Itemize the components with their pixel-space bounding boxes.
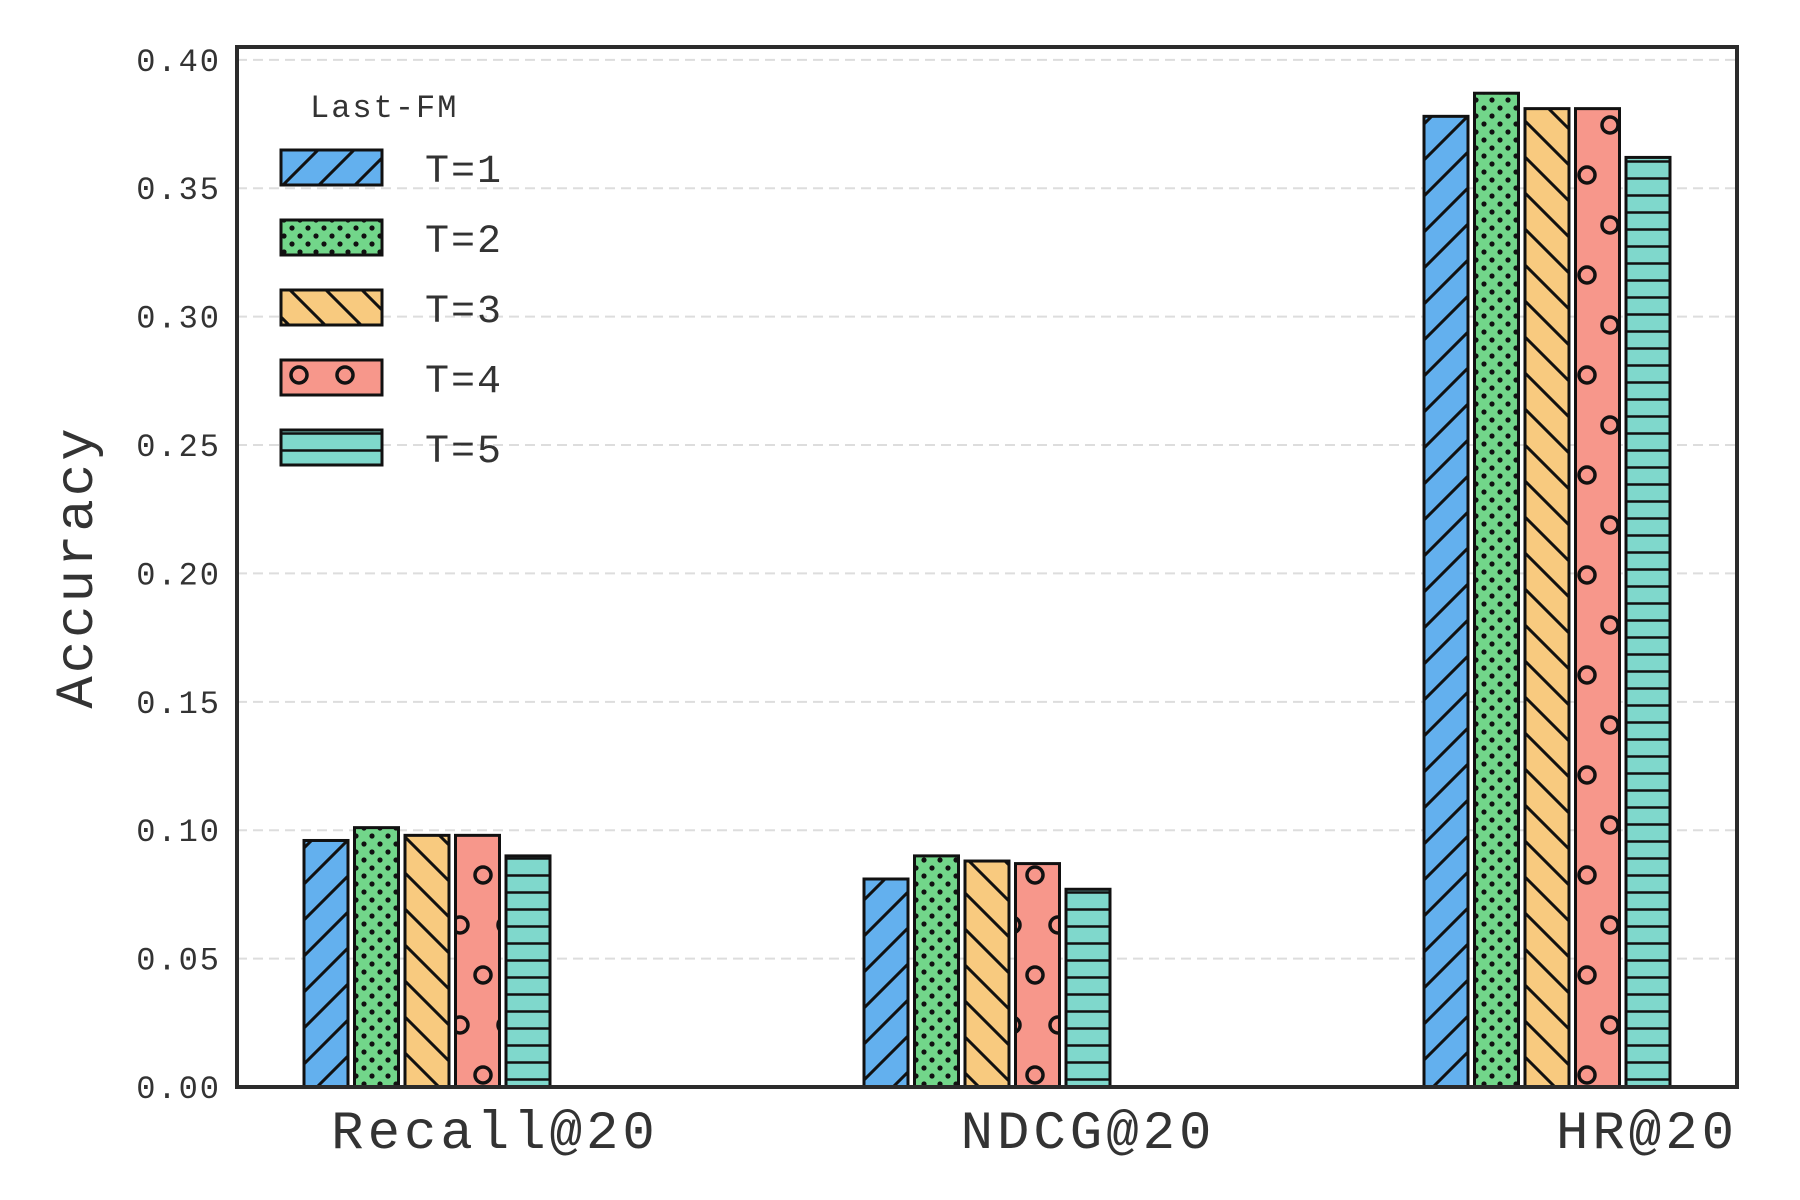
legend-title: Last-FM [310, 90, 458, 127]
x-tick-label: NDCG@20 [961, 1104, 1216, 1165]
bar-t5-ndcg-at-20 [1064, 887, 1112, 1089]
y-axis-label: Accuracy [48, 425, 109, 708]
legend-label: T=2 [425, 220, 503, 265]
bar-t5-recall-at-20 [504, 854, 552, 1089]
y-tick-label: 0.25 [136, 429, 221, 466]
bar-t3-recall-at-20 [403, 833, 451, 1089]
bar-t1-ndcg-at-20 [862, 877, 910, 1089]
bar-t4-hr-at-20 [1574, 107, 1621, 1089]
y-tick-label: 0.15 [136, 686, 221, 723]
legend-swatch [279, 428, 384, 467]
bar-t1-recall-at-20 [302, 838, 350, 1089]
legend-swatch [279, 358, 384, 397]
bar-t2-ndcg-at-20 [913, 854, 960, 1089]
bar-t5-hr-at-20 [1624, 155, 1672, 1089]
bars [302, 91, 1672, 1089]
legend-label: T=4 [425, 360, 503, 405]
legend-label: T=1 [425, 150, 503, 195]
bar-t2-hr-at-20 [1473, 91, 1520, 1089]
legend: Last-FM T=1 T=2 T=3 T=4 T=5 [279, 90, 503, 475]
x-axis-ticks: Recall@20 NDCG@20 HR@20 [331, 1104, 1738, 1165]
bar-t3-ndcg-at-20 [963, 859, 1011, 1089]
bar-t3-hr-at-20 [1523, 107, 1571, 1089]
x-tick-label: HR@20 [1556, 1104, 1738, 1165]
y-tick-label: 0.40 [136, 44, 221, 81]
y-tick-label: 0.00 [136, 1071, 221, 1108]
legend-label: T=3 [425, 290, 503, 335]
y-tick-label: 0.10 [136, 814, 221, 851]
legend-swatch [279, 148, 384, 187]
bar-t4-ndcg-at-20 [1014, 862, 1061, 1089]
y-tick-label: 0.20 [136, 557, 221, 594]
x-tick-label: Recall@20 [331, 1104, 659, 1165]
y-tick-label: 0.30 [136, 301, 221, 338]
plot-frame [235, 45, 1739, 1089]
legend-swatch [279, 288, 384, 327]
y-tick-label: 0.35 [136, 172, 221, 209]
legend-swatch [279, 218, 384, 257]
y-axis-ticks: 0.00 0.05 0.10 0.15 0.20 0.25 0.30 0.35 0.40 [136, 44, 221, 1108]
legend-label: T=5 [425, 430, 503, 475]
bar-t1-hr-at-20 [1422, 114, 1470, 1089]
y-tick-label: 0.05 [136, 943, 221, 980]
bar-t2-recall-at-20 [353, 826, 400, 1089]
bar-t4-recall-at-20 [454, 833, 501, 1089]
